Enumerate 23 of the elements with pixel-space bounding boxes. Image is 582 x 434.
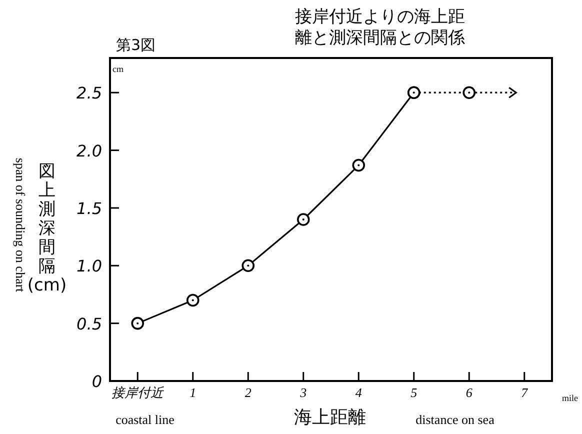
- y-tick-label: 2.0: [76, 141, 102, 160]
- x-tick-label: 6: [466, 385, 473, 400]
- x-axis-title: 海上距離: [294, 407, 366, 428]
- x-tick-label: 1: [190, 385, 196, 400]
- text: span of sounding on chart: [13, 158, 28, 293]
- annotation: cm: [112, 64, 124, 74]
- x-tick-label: 接岸付近: [112, 385, 165, 400]
- y-axis-title: 図上測深間隔 (cm): [27, 162, 67, 296]
- x-tick-label: 4: [355, 385, 362, 400]
- y-tick-label: 0: [92, 372, 102, 391]
- y-tick-label: 1.5: [76, 198, 102, 218]
- x-tick-label: 7: [521, 385, 528, 400]
- x-tick-label: 3: [299, 385, 308, 400]
- y-tick-label: 1.0: [76, 256, 102, 276]
- x-tick-label: 2: [244, 385, 252, 400]
- y-tick-label: 0.5: [76, 314, 102, 334]
- text: 第3図: [116, 36, 156, 54]
- text: mile: [562, 393, 578, 403]
- text: distance on sea: [416, 412, 495, 427]
- x-tick-label: 5: [410, 385, 418, 400]
- chart-title: 接岸付近よりの海上距離と測深間隔との関係: [295, 7, 465, 48]
- text: coastal line: [116, 412, 175, 427]
- y-tick-label: 2.5: [76, 84, 102, 103]
